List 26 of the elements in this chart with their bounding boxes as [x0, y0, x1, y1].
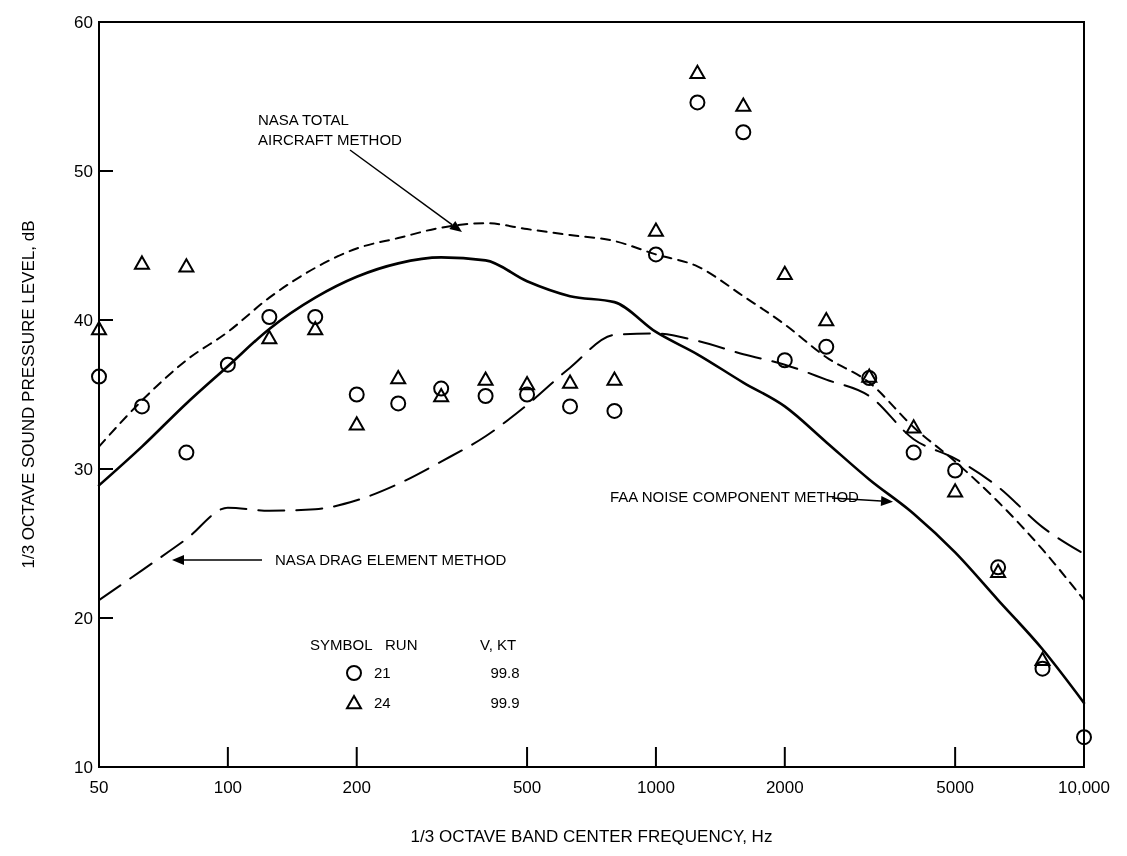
legend-label: 24: [374, 694, 391, 711]
x-tick-label: 500: [512, 778, 542, 797]
annotation: 99.9: [490, 694, 520, 711]
legend-label: 21: [374, 664, 391, 681]
x-tick-label: 50: [89, 778, 109, 797]
x-tick-label: 5000: [936, 778, 975, 797]
y-axis-title: 1/3 OCTAVE SOUND PRESSURE LEVEL, dB: [19, 220, 38, 569]
annotation: NASA TOTAL AIRCRAFT METHOD: [258, 111, 403, 148]
y-tick-label: 40: [74, 311, 93, 330]
y-tick-label: 60: [74, 13, 93, 32]
x-tick-label: 1000: [637, 778, 675, 797]
annotation: FAA NOISE COMPONENT METHOD: [610, 488, 860, 505]
annotation: 99.8: [490, 664, 520, 681]
y-tick-label: 50: [74, 162, 93, 181]
y-tick-label: 10: [74, 758, 93, 777]
y-tick-label: 30: [74, 460, 93, 479]
x-tick-label: 100: [213, 778, 243, 797]
x-tick-label: 10,000: [1058, 778, 1110, 797]
x-tick-label: 200: [342, 778, 371, 797]
annotation: NASA DRAG ELEMENT METHOD: [275, 551, 507, 568]
y-tick-label: 20: [74, 609, 93, 628]
x-axis-title: 1/3 OCTAVE BAND CENTER FREQUENCY, Hz: [410, 827, 773, 846]
x-tick-label: 2000: [765, 778, 804, 797]
annotation: RUN: [385, 636, 418, 653]
annotation: V, KT: [480, 636, 517, 653]
legend-title: SYMBOL: [310, 636, 373, 653]
